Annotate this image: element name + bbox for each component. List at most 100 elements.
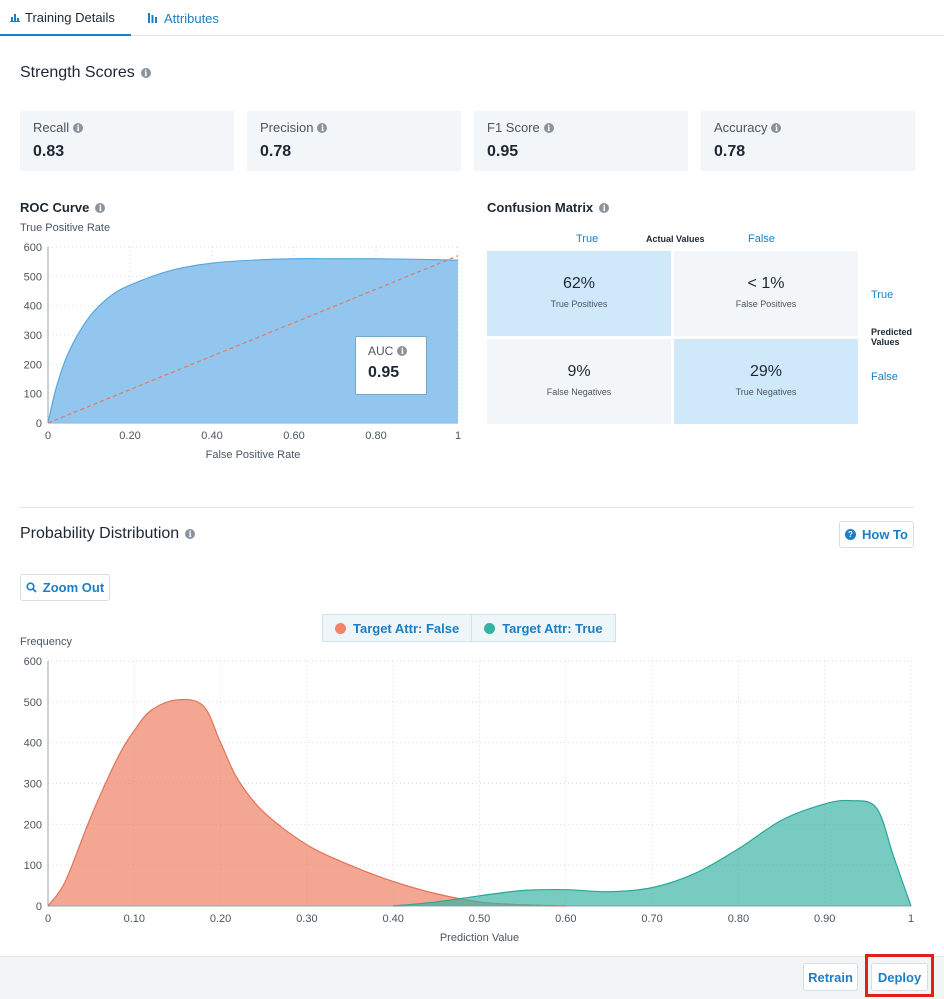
legend-item-false[interactable]: Target Attr: False <box>323 615 471 641</box>
attributes-icon <box>148 13 157 23</box>
x-tick-label: 0.10 <box>124 913 145 925</box>
score-label: F1 Score <box>487 120 540 135</box>
tab-label: Training Details <box>25 9 115 25</box>
footer-bar <box>0 956 944 999</box>
score-card-accuracy: Accuracy i 0.78 <box>701 111 915 171</box>
info-icon[interactable]: i <box>95 202 106 213</box>
probability-chart: 0 100 200 300 400 500 600 0 0.10 0.20 0.30 0.40 0.50… <box>24 656 914 944</box>
info-icon[interactable]: i <box>543 122 554 133</box>
predicted-values-header-2: Values <box>871 337 900 347</box>
auc-box: AUC i 0.95 <box>355 336 427 395</box>
y-tick-label: 300 <box>24 330 42 342</box>
tab-training-details[interactable]: Training Details <box>0 0 131 36</box>
y-tick-label: 0 <box>36 418 42 430</box>
section-title-text: Probability Distribution <box>20 525 180 542</box>
y-tick-label: 600 <box>24 242 42 254</box>
info-icon[interactable]: i <box>140 68 151 78</box>
cm-label: False Positives <box>735 299 797 309</box>
series-line-target-attr-false <box>47 698 566 907</box>
score-value: 0.78 <box>260 143 292 160</box>
x-tick-label: 0.40 <box>382 913 403 925</box>
deploy-button[interactable]: Deploy <box>871 963 928 991</box>
section-divider <box>20 507 914 508</box>
auc-value: 0.95 <box>368 364 400 381</box>
cm-cell-true-positives: 62% True Positives <box>487 251 671 336</box>
x-tick-label: 0.60 <box>283 430 304 442</box>
x-tick-label: 1 <box>908 913 914 925</box>
confusion-title-text: Confusion Matrix <box>487 200 594 215</box>
y-tick-label: 600 <box>24 656 42 668</box>
cm-percent: 9% <box>567 363 591 380</box>
score-label: Precision <box>260 120 314 135</box>
predicted-true-header: True <box>871 289 894 301</box>
x-tick-label: 0.50 <box>469 913 490 925</box>
score-card-precision: Precision i 0.78 <box>247 111 461 171</box>
x-axis-title: False Positive Rate <box>206 449 301 461</box>
series-line-target-attr-true <box>393 799 912 907</box>
series-line-roc <box>47 258 459 424</box>
x-tick-label: 0.90 <box>814 913 835 925</box>
y-tick-label: 500 <box>24 697 42 709</box>
actual-values-header: Actual Values <box>646 234 705 244</box>
x-tick-label: 0.20 <box>210 913 231 925</box>
info-icon[interactable]: i <box>73 122 84 133</box>
help-icon: ? <box>845 529 856 540</box>
y-tick-label: 500 <box>24 271 42 283</box>
legend-item-true[interactable]: Target Attr: True <box>471 615 614 641</box>
info-icon[interactable]: i <box>317 122 328 133</box>
y-tick-label: 200 <box>24 819 42 831</box>
retrain-label: Retrain <box>808 969 853 985</box>
score-value: 0.83 <box>33 143 65 160</box>
cm-cell-true-negatives: 29% True Negatives <box>674 339 858 424</box>
x-tick-label: 1 <box>455 430 461 442</box>
info-icon[interactable]: i <box>185 529 196 539</box>
info-icon[interactable]: i <box>397 346 408 356</box>
tab-label: Attributes <box>164 10 219 26</box>
x-tick-label: 0.20 <box>119 430 140 442</box>
roc-title-text: ROC Curve <box>20 200 90 215</box>
cm-percent: 62% <box>562 275 596 292</box>
section-title-text: Strength Scores <box>20 64 135 81</box>
probability-distribution-title: Probability Distribution i <box>20 525 196 543</box>
y-tick-label: 0 <box>36 901 42 913</box>
strength-scores-title: Strength Scores i <box>20 64 151 82</box>
how-to-label: How To <box>862 527 908 542</box>
bar-chart-icon <box>10 14 20 22</box>
x-tick-label: 0.30 <box>296 913 317 925</box>
tab-attributes[interactable]: Attributes <box>148 0 219 36</box>
cm-cell-false-positives: < 1% False Positives <box>674 251 858 336</box>
x-tick-label: 0.80 <box>365 430 386 442</box>
predicted-false-header: False <box>871 371 898 383</box>
how-to-button[interactable]: ? How To <box>839 521 914 548</box>
score-card-recall: Recall i 0.83 <box>20 111 234 171</box>
roc-curve-title: ROC Curve i <box>20 200 106 215</box>
series-area-target-attr-true <box>393 800 911 906</box>
cm-cell-false-negatives: 9% False Negatives <box>487 339 671 424</box>
actual-false-header: False <box>748 233 775 245</box>
retrain-button[interactable]: Retrain <box>803 963 858 991</box>
info-icon[interactable]: i <box>771 122 782 133</box>
score-label: Accuracy <box>714 120 768 135</box>
cm-label: False Negatives <box>546 387 612 397</box>
y-tick-label: 200 <box>24 359 42 371</box>
chart-legend: Target Attr: False Target Attr: True <box>322 614 616 642</box>
x-tick-label: 0 <box>45 430 51 442</box>
tab-bar: Training Details Attributes <box>0 0 944 36</box>
x-tick-label: 0.80 <box>728 913 749 925</box>
zoom-out-label: Zoom Out <box>42 580 105 595</box>
cm-label: True Positives <box>550 299 608 309</box>
zoom-out-button[interactable]: Zoom Out <box>20 574 110 601</box>
actual-true-header: True <box>576 233 599 245</box>
y-tick-label: 100 <box>24 389 42 401</box>
info-icon[interactable]: i <box>599 202 610 213</box>
prob-y-axis-title: Frequency <box>20 636 72 648</box>
series-line-baseline <box>47 255 459 424</box>
x-tick-label: 0 <box>45 913 51 925</box>
legend-label: Target Attr: False <box>353 620 460 636</box>
x-tick-label: 0.70 <box>641 913 662 925</box>
series-area-target-attr-false <box>48 699 566 906</box>
legend-dot-false <box>335 622 346 634</box>
y-tick-label: 100 <box>24 860 42 872</box>
cm-percent: 29% <box>749 363 783 380</box>
score-label: Recall <box>33 120 70 135</box>
